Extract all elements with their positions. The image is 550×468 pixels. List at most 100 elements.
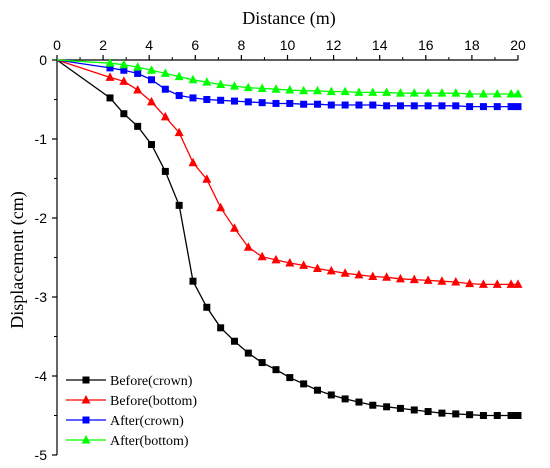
legend-marker [81, 435, 91, 444]
y-tick-label: -1 [35, 131, 48, 147]
data-point [506, 88, 516, 98]
legend-label: Before(crown) [110, 374, 193, 389]
data-point [299, 85, 309, 95]
data-point [452, 102, 460, 110]
data-point [313, 386, 321, 394]
data-point [354, 269, 364, 279]
data-point [313, 100, 321, 108]
data-point [424, 102, 432, 110]
data-point [258, 99, 266, 107]
data-point [134, 122, 142, 130]
x-tick-label: 6 [191, 37, 199, 53]
legend-item: Before(crown) [66, 374, 193, 389]
data-point [514, 103, 522, 111]
data-point [465, 278, 475, 288]
data-point [465, 88, 475, 98]
data-point [437, 88, 447, 97]
data-point [466, 411, 474, 419]
legend-item: After(crown) [66, 414, 184, 429]
data-point [217, 96, 225, 104]
data-point [341, 101, 349, 109]
data-point [492, 279, 502, 288]
data-point [120, 66, 128, 74]
data-point [382, 87, 392, 96]
data-point [438, 409, 446, 417]
data-point [354, 87, 364, 96]
data-point [466, 103, 474, 111]
legend-marker [82, 416, 90, 424]
data-point [160, 68, 170, 77]
data-point [312, 85, 322, 95]
data-point [286, 99, 294, 107]
data-point [451, 276, 461, 286]
data-point [300, 380, 308, 388]
x-tick-label: 2 [99, 37, 107, 53]
data-point [230, 97, 238, 105]
data-point [327, 101, 335, 109]
data-point [257, 251, 267, 261]
data-point [147, 65, 157, 74]
x-tick-label: 18 [464, 37, 480, 53]
data-point [383, 403, 391, 411]
legend-marker [82, 376, 90, 384]
data-point [369, 101, 377, 109]
y-tick-label: -5 [35, 447, 48, 463]
data-point [174, 127, 184, 137]
data-point [452, 410, 460, 418]
y-tick-label: -3 [35, 289, 48, 305]
legend-marker [81, 395, 91, 404]
data-point [229, 223, 239, 232]
legend-item: After(bottom) [66, 434, 189, 449]
data-point [368, 271, 378, 280]
data-point [409, 274, 419, 284]
data-point [106, 64, 114, 72]
data-point [507, 412, 515, 419]
data-point [409, 88, 419, 97]
data-point [175, 92, 183, 100]
data-point [478, 279, 488, 288]
data-point [188, 74, 198, 84]
legend-label: Before(bottom) [110, 394, 197, 409]
legend-label: After(bottom) [110, 434, 189, 449]
data-point [395, 273, 405, 283]
data-point [120, 110, 128, 118]
data-point [479, 103, 487, 111]
data-point [396, 102, 404, 110]
data-point [244, 349, 252, 357]
data-point [217, 324, 225, 332]
data-point [106, 94, 114, 102]
data-point [438, 102, 446, 110]
data-point [368, 87, 378, 96]
data-point [133, 85, 143, 94]
data-point [326, 265, 336, 275]
data-point [161, 85, 169, 93]
x-axis-title: Distance (m) [242, 8, 335, 29]
data-point [479, 412, 487, 419]
data-point [355, 101, 363, 109]
data-point [174, 71, 184, 81]
data-point [513, 279, 523, 288]
data-point [202, 174, 212, 183]
data-point [451, 88, 461, 97]
data-point [243, 82, 253, 92]
legend: Before(crown) Before(bottom) After(crown) A… [66, 374, 197, 449]
data-point [229, 81, 239, 90]
data-point [300, 100, 308, 108]
x-tick-label: 10 [280, 37, 296, 53]
y-tick-label: -2 [35, 210, 48, 226]
data-point [493, 412, 501, 419]
data-point [271, 254, 281, 264]
data-point [105, 58, 115, 67]
legend-item: Before(bottom) [66, 394, 197, 409]
axes: 0 2 4 6 8 10 12 14 16 18 20 0 -1 -2 -3 -4 -5 [35, 37, 526, 463]
data-point [423, 88, 433, 97]
x-tick-label: 20 [510, 37, 526, 53]
x-tick-label: 8 [238, 37, 246, 53]
series-layer [56, 58, 523, 419]
data-point [383, 102, 391, 110]
data-point [272, 366, 280, 374]
data-point [203, 96, 211, 103]
data-point [506, 279, 516, 288]
data-point [230, 337, 238, 345]
